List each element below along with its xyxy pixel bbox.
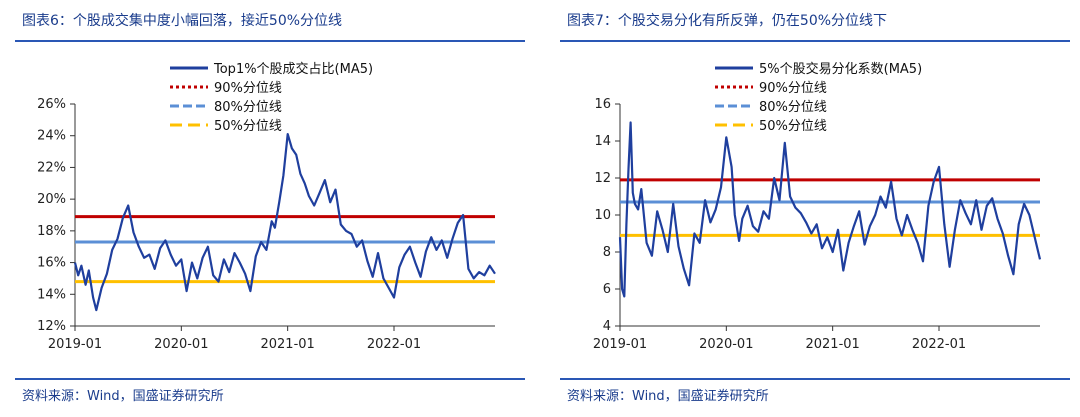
x-tick-label: 2022-01 — [367, 337, 421, 352]
y-tick-label: 4 — [603, 319, 611, 334]
source-note: 资料来源：Wind，国盛证券研究所 — [22, 389, 224, 404]
concentration-line-chart: 12% 14% 16% 18% 20% 22% 24% 26% 2019-01 2020-01 20… — [37, 61, 496, 352]
legend-p50-label: 50%分位线 — [214, 119, 282, 134]
chart-panel-divergence: 图表7：个股交易分化有所反弹，仍在50%分位线下 4 6 8 10 12 14 16 2019… — [545, 0, 1075, 417]
source-divider — [15, 378, 525, 380]
series-line — [618, 121, 1042, 298]
legend-p80-label: 80%分位线 — [759, 100, 827, 115]
y-tick-label: 16% — [37, 256, 66, 271]
y-tick-label: 12 — [594, 171, 611, 186]
legend-p90-label: 90%分位线 — [759, 81, 827, 96]
title-divider — [15, 40, 525, 42]
legend-series-label: Top1%个股成交占比(MA5) — [213, 61, 373, 77]
legend-series-label: 5%个股交易分化系数(MA5) — [759, 61, 922, 77]
x-tick-label: 2021-01 — [260, 337, 314, 352]
y-tick-label: 6 — [603, 282, 611, 297]
legend-p50-label: 50%分位线 — [759, 119, 827, 134]
legend-p80-label: 80%分位线 — [214, 100, 282, 115]
y-tick-label: 8 — [603, 245, 611, 260]
divergence-line-chart: 4 6 8 10 12 14 16 2019-01 2020-01 2021-01 2022-01 5… — [593, 61, 1042, 352]
chart-title: 图表7：个股交易分化有所反弹，仍在50%分位线下 — [567, 13, 888, 29]
series-line — [73, 132, 496, 312]
y-tick-label: 12% — [37, 319, 66, 334]
chart-title: 图表6：个股成交集中度小幅回落，接近50%分位线 — [22, 13, 343, 29]
title-divider — [560, 40, 1070, 42]
source-divider — [560, 378, 1070, 380]
x-tick-label: 2020-01 — [699, 337, 753, 352]
y-tick-label: 20% — [37, 192, 66, 207]
y-tick-label: 14 — [594, 134, 611, 149]
legend-p90-label: 90%分位线 — [214, 81, 282, 96]
y-tick-label: 18% — [37, 224, 66, 239]
y-tick-label: 16 — [594, 97, 611, 112]
y-tick-label: 10 — [594, 208, 611, 223]
x-tick-label: 2022-01 — [912, 337, 966, 352]
x-tick-label: 2019-01 — [48, 337, 102, 352]
x-tick-label: 2019-01 — [593, 337, 647, 352]
chart-panel-concentration: 图表6：个股成交集中度小幅回落，接近50%分位线 12% 14% 16% 18% 20%… — [0, 0, 530, 417]
y-tick-label: 22% — [37, 160, 66, 175]
y-tick-label: 26% — [37, 97, 66, 112]
x-tick-label: 2020-01 — [154, 337, 208, 352]
x-tick-label: 2021-01 — [805, 337, 859, 352]
y-tick-label: 14% — [37, 287, 66, 302]
source-note: 资料来源：Wind，国盛证券研究所 — [567, 389, 769, 404]
y-tick-label: 24% — [37, 129, 66, 144]
